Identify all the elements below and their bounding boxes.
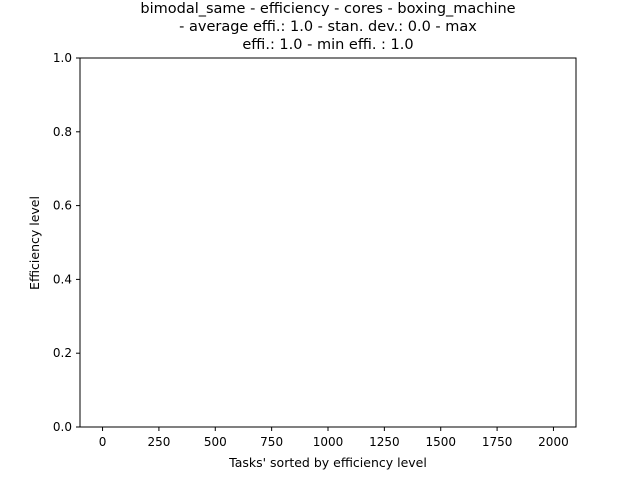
x-tick-label: 1500 <box>425 435 456 449</box>
plot-area <box>80 58 576 427</box>
chart-title-line-1: bimodal_same - efficiency - cores - boxi… <box>140 1 515 17</box>
x-tick-label: 2000 <box>538 435 569 449</box>
x-tick-label: 250 <box>147 435 170 449</box>
y-tick-label: 0.4 <box>53 272 72 286</box>
x-tick-label: 0 <box>99 435 107 449</box>
x-tick-label: 750 <box>260 435 283 449</box>
y-tick-label: 0.8 <box>53 125 72 139</box>
y-axis-label: Efficiency level <box>27 196 42 290</box>
y-tick-label: 0.6 <box>53 199 72 213</box>
y-tick-label: 0.0 <box>53 420 72 434</box>
chart-title: bimodal_same - efficiency - cores - boxi… <box>140 1 515 53</box>
x-tick-label: 500 <box>204 435 227 449</box>
x-tick-label: 1000 <box>313 435 344 449</box>
y-tick-label: 0.2 <box>53 346 72 360</box>
chart-title-line-3: effi.: 1.0 - min effi. : 1.0 <box>242 37 413 53</box>
x-axis-label: Tasks' sorted by efficiency level <box>228 455 427 470</box>
y-tick-label: 1.0 <box>53 51 72 65</box>
chart-title-line-2: - average effi.: 1.0 - stan. dev.: 0.0 -… <box>179 19 477 35</box>
plot-frame <box>79 57 577 428</box>
x-axis-ticks: 0 250 500 750 1000 1250 1500 1750 2000 <box>99 427 569 449</box>
x-tick-label: 1250 <box>369 435 400 449</box>
x-tick-label: 1750 <box>482 435 513 449</box>
y-axis-ticks: 0.0 0.2 0.4 0.6 0.8 1.0 <box>53 51 80 434</box>
